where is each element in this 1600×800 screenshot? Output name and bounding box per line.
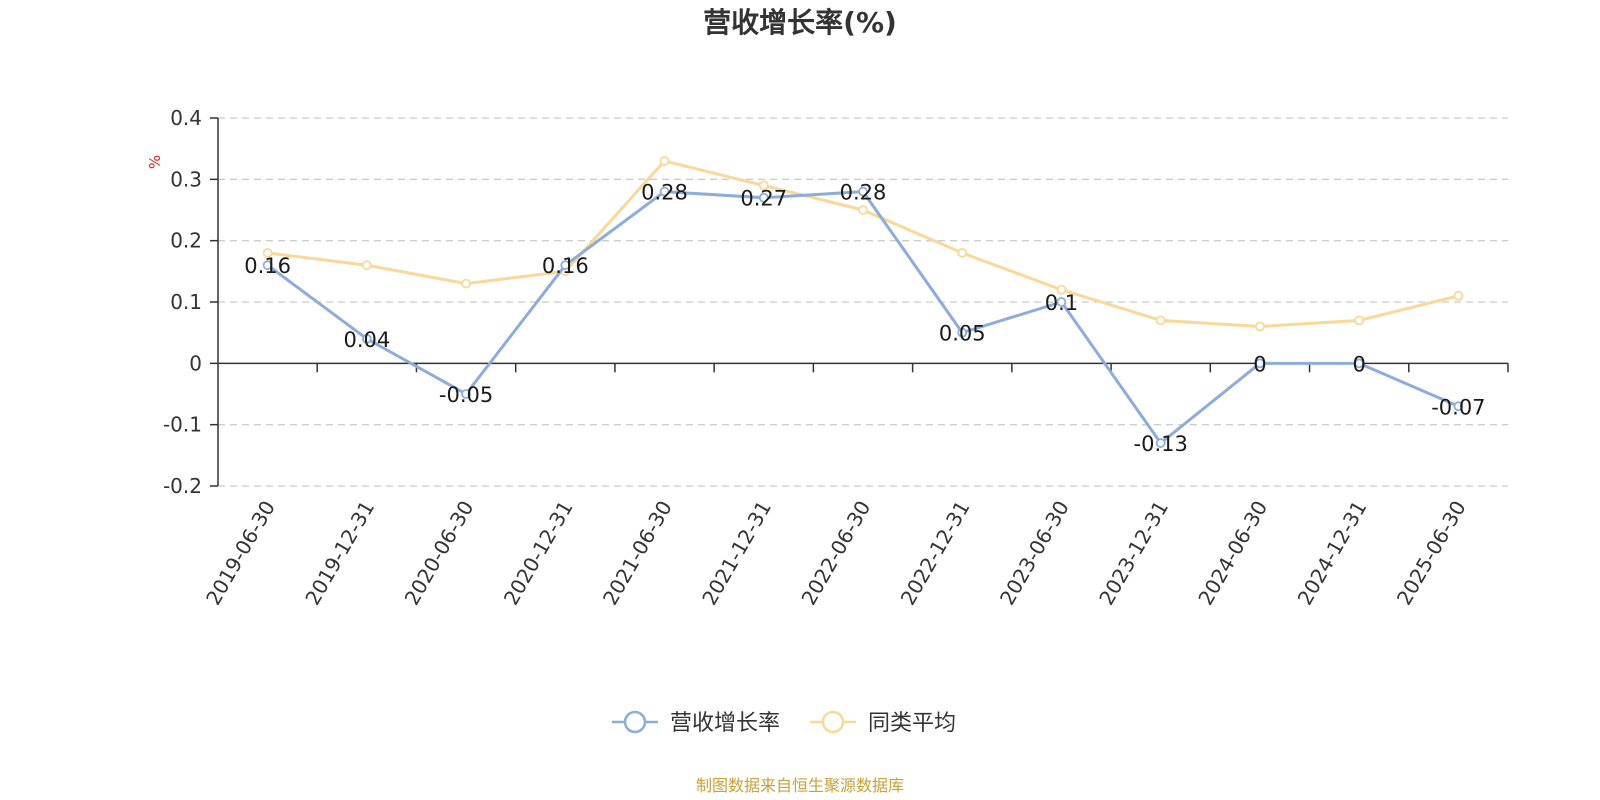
legend-label: 营收增长率 [670, 711, 780, 736]
series-point-0[interactable] [1255, 358, 1265, 369]
series-point-1[interactable] [858, 205, 868, 215]
y-axis-unit-label: % [146, 155, 164, 169]
data-label: -0.13 [1134, 432, 1188, 456]
legend-marker-icon [821, 710, 845, 734]
data-label: 0.16 [244, 254, 291, 278]
data-label: -0.07 [1431, 395, 1485, 419]
x-tick-label: 2024-06-30 [1193, 497, 1272, 610]
x-tick-label: 2022-06-30 [796, 497, 875, 610]
data-labels: 0.16 0.04 -0.05 0.16 0.28 0.27 0.28 0.05 0.1 -0.1… [244, 181, 1485, 456]
series-point-1[interactable] [758, 180, 769, 191]
series-point-0[interactable] [957, 327, 968, 338]
x-tick-label: 2021-06-30 [598, 497, 677, 610]
data-label: 0.16 [542, 254, 589, 278]
data-label: -0.05 [439, 383, 493, 407]
data-label: 0 [1352, 352, 1365, 376]
series-point-1[interactable] [461, 278, 471, 289]
y-tick-label: 0.2 [170, 229, 202, 253]
x-tick-label: 2020-06-30 [400, 497, 479, 610]
y-tick-label: 0.1 [170, 290, 202, 314]
series-point-1[interactable] [1056, 284, 1067, 295]
data-label: 0.27 [740, 187, 787, 211]
x-tick-label: 2020-12-31 [499, 497, 578, 610]
series-point-0[interactable] [758, 192, 769, 203]
series-point-1[interactable] [262, 248, 273, 258]
x-tick-label: 2025-06-30 [1392, 497, 1471, 610]
data-label: 0.05 [939, 322, 986, 346]
series-point-0[interactable] [858, 186, 868, 197]
x-tick-label: 2023-12-31 [1094, 497, 1173, 610]
series-point-0[interactable] [1354, 358, 1365, 369]
data-label: 0.04 [343, 328, 390, 352]
series-point-0[interactable] [1453, 401, 1464, 412]
legend-item-1[interactable]: 同类平均 [810, 710, 956, 736]
series-layer [262, 156, 1464, 448]
series-point-0[interactable] [560, 260, 571, 271]
series-point-1[interactable] [1155, 315, 1166, 326]
series-point-0[interactable] [262, 260, 273, 271]
series-point-1[interactable] [361, 260, 372, 271]
y-tick-label: -0.1 [163, 413, 202, 437]
series-point-0[interactable] [361, 333, 372, 344]
y-tick-label: 0.3 [170, 167, 202, 191]
chart-title: 营收增长率(%) [703, 6, 897, 39]
grid-lines [218, 117, 1508, 487]
legend-marker-icon [623, 710, 647, 734]
legend-label: 同类平均 [868, 711, 956, 736]
x-tick-label: 2023-06-30 [995, 497, 1074, 610]
series-point-1[interactable] [1354, 315, 1365, 326]
data-label: 0 [1253, 352, 1266, 376]
y-tick-label: 0 [189, 351, 202, 375]
series-point-0[interactable] [1056, 297, 1067, 307]
axes: -0.2 -0.1 0 0.1 0.2 0.3 0.4 2019-06-30 2019-12-3… [163, 106, 1509, 610]
data-label: 0.1 [1045, 291, 1078, 315]
x-tick-label: 2019-06-30 [201, 497, 280, 610]
data-label: 0.28 [840, 181, 887, 205]
x-tick-label: 2024-12-31 [1293, 497, 1372, 610]
series-point-0[interactable] [1155, 438, 1166, 448]
x-tick-label: 2021-12-31 [697, 497, 776, 610]
series-point-0[interactable] [461, 389, 471, 399]
x-tick-label: 2019-12-31 [300, 497, 379, 610]
legend[interactable]: 营收增长率 同类平均 [612, 710, 956, 736]
x-tick-label: 2022-12-31 [896, 497, 975, 610]
source-note: 制图数据来自恒生聚源数据库 [696, 776, 904, 795]
y-tick-label: -0.2 [163, 474, 202, 498]
series-point-1[interactable] [1453, 290, 1464, 301]
y-tick-label: 0.4 [170, 106, 202, 130]
series-point-1[interactable] [659, 156, 670, 166]
series-point-1[interactable] [957, 248, 968, 258]
series-point-0[interactable] [659, 186, 670, 197]
series-point-1[interactable] [1255, 321, 1265, 332]
legend-item-0[interactable]: 营收增长率 [612, 710, 780, 736]
data-label: 0.28 [641, 181, 688, 205]
